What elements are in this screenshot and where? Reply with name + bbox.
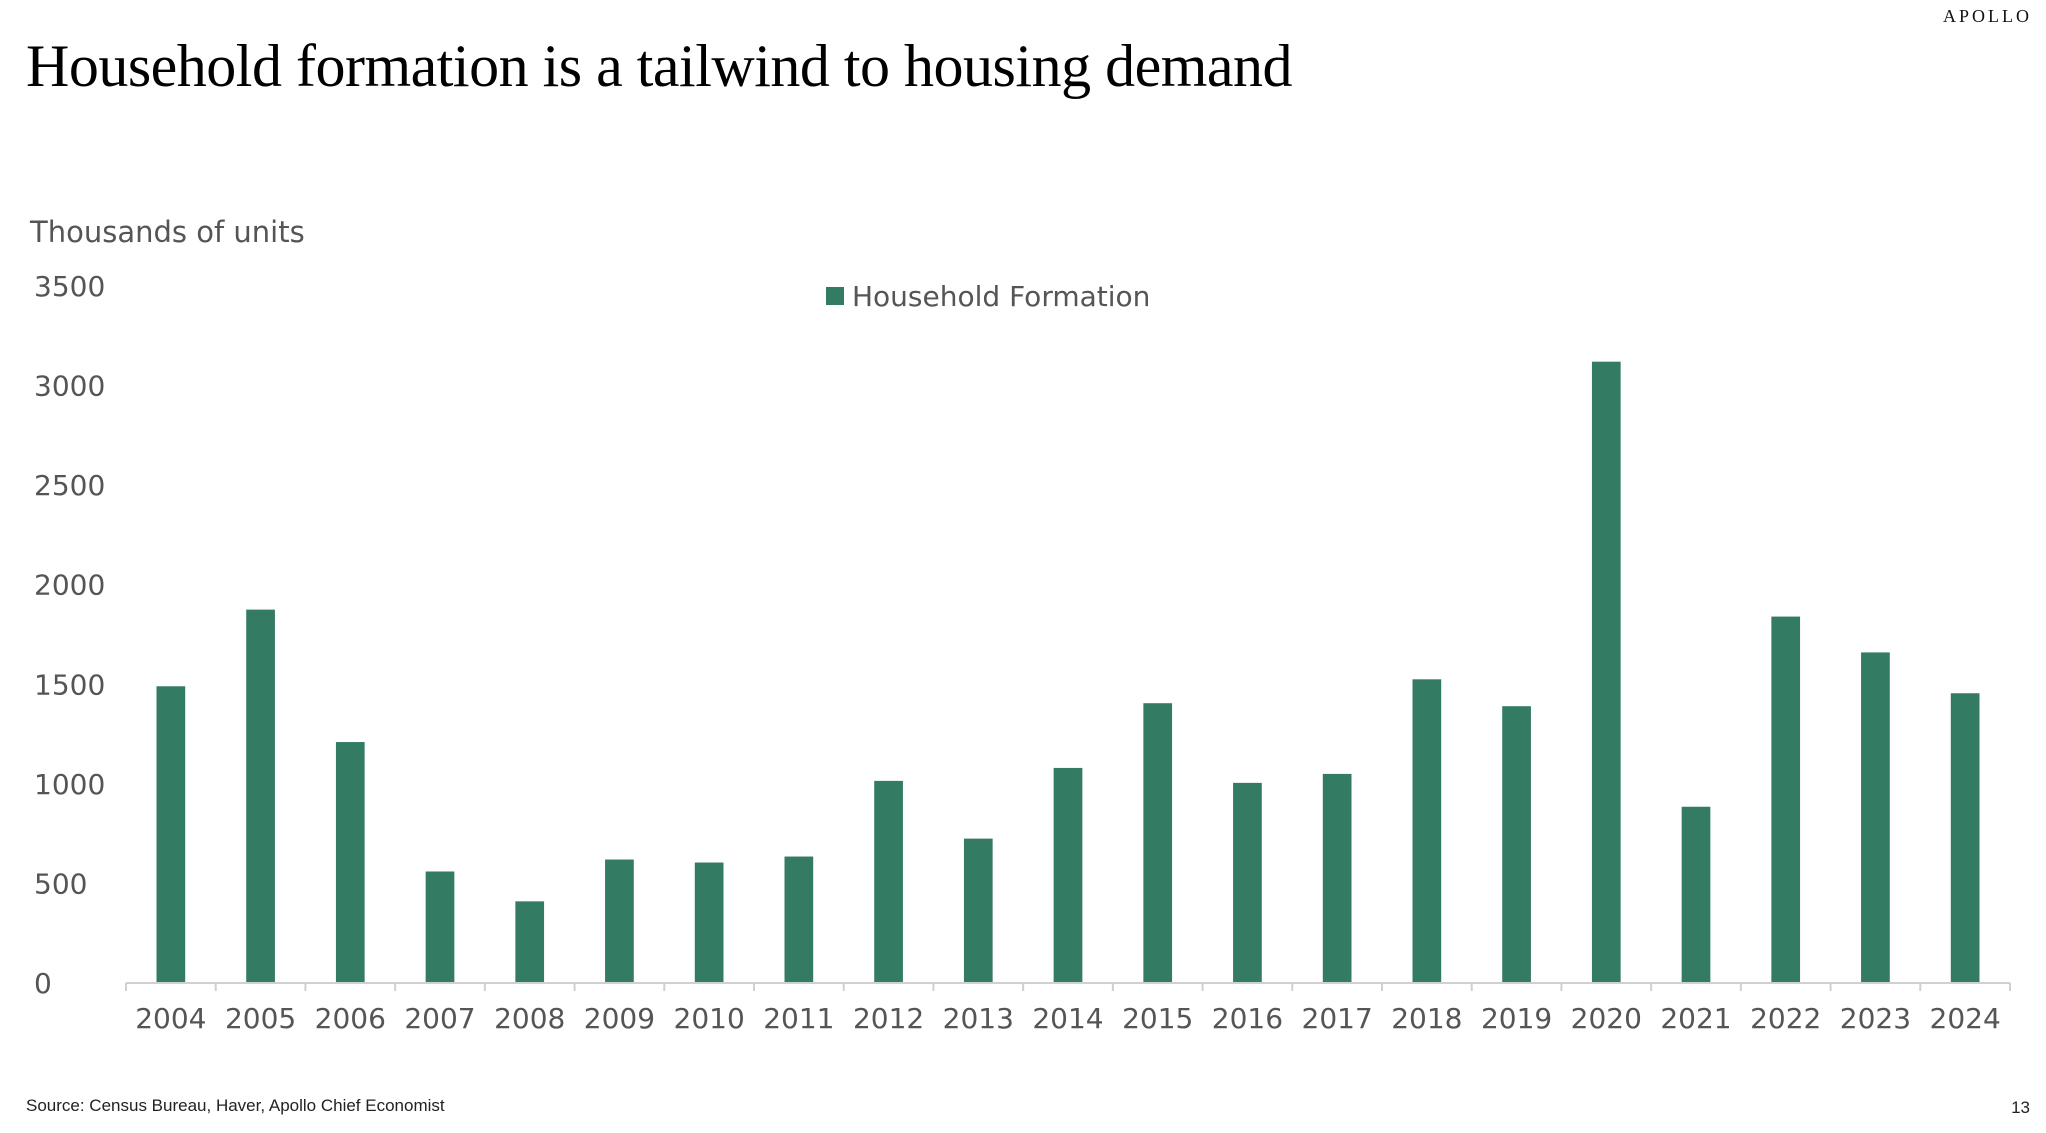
x-tick-label: 2016 [1212,1002,1283,1035]
x-tick-label: 2020 [1571,1002,1642,1035]
bar-2017 [1322,773,1352,983]
bar-2023 [1861,652,1890,983]
y-tick-label: 2500 [34,469,105,502]
x-tick-label: 2010 [674,1002,745,1035]
x-tick-label: 2009 [584,1002,655,1035]
legend-swatch [826,287,844,305]
x-tick-label: 2021 [1660,1002,1731,1035]
x-tick-label: 2015 [1122,1002,1193,1035]
x-axis: 2004 2005 2006 2007 2008 2009 2010 2011 2012 2013… [125,982,2011,1035]
y-tick-label: 3500 [34,270,105,303]
y-tick-label: 2000 [34,569,105,602]
page-number: 13 [2011,1098,2030,1117]
bar-2018 [1412,679,1442,983]
y-tick-label: 0 [34,967,52,1000]
legend-label: Household Formation [852,280,1150,313]
y-axis-ticks: 0 500 1000 1500 2000 2500 3000 3500 [34,270,105,1000]
x-tick-label: 2011 [763,1002,834,1035]
y-tick-label: 3000 [34,370,105,403]
bar-2004 [156,686,186,983]
bar-2014 [1053,767,1083,983]
y-tick-label: 500 [34,867,87,900]
x-tick-label: 2006 [315,1002,386,1035]
x-tick-label: 2005 [225,1002,296,1035]
bar-2022 [1771,616,1801,983]
bar-2011 [784,856,814,983]
chart-legend: Household Formation [826,280,1150,313]
x-tick-label: 2013 [943,1002,1014,1035]
x-tick-label: 2004 [135,1002,206,1035]
bar-2007 [425,871,455,983]
bar-2019 [1502,706,1531,983]
bar-2009 [605,859,634,983]
x-tick-label: 2008 [494,1002,565,1035]
x-tick-label: 2007 [404,1002,475,1035]
bar-2020 [1591,361,1621,983]
x-tick-label: 2022 [1750,1002,1821,1035]
bar-2013 [963,838,993,983]
x-tick-label: 2024 [1930,1002,2001,1035]
bar-2016 [1233,782,1262,983]
y-axis-label: Thousands of units [29,215,305,249]
bar-2015 [1143,703,1173,983]
bar-series-household-formation [156,361,1980,983]
bar-2006 [335,742,365,983]
x-tick-label: 2018 [1391,1002,1462,1035]
bar-2024 [1950,693,1980,983]
source-note: Source: Census Bureau, Haver, Apollo Chi… [26,1096,445,1115]
bar-2005 [246,609,275,983]
x-tick-label: 2023 [1840,1002,1911,1035]
y-tick-label: 1000 [34,768,105,801]
y-tick-label: 1500 [34,668,105,701]
bar-2010 [694,862,724,983]
apollo-logo: APOLLO [1943,6,2032,26]
x-tick-label: 2019 [1481,1002,1552,1035]
bar-2021 [1681,806,1711,983]
bar-2008 [515,901,545,983]
page-title: Household formation is a tailwind to hou… [26,33,1293,99]
bar-2012 [874,780,903,983]
x-tick-label: 2017 [1302,1002,1373,1035]
x-tick-label: 2012 [853,1002,924,1035]
x-tick-label: 2014 [1032,1002,1103,1035]
